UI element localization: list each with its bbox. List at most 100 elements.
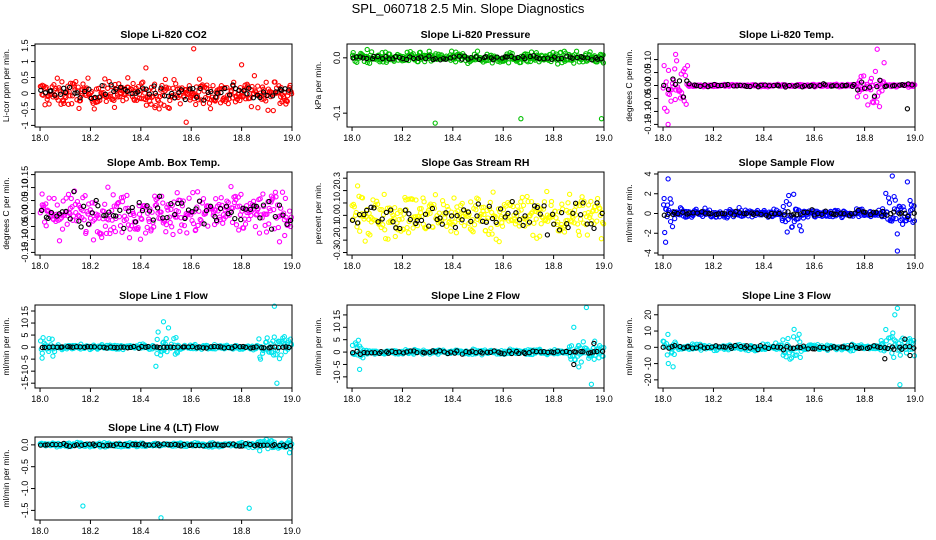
data-point-black [45, 215, 51, 222]
y-axis-label: percent per min. [313, 183, 323, 244]
data-point [881, 60, 887, 66]
data-point [664, 352, 670, 358]
data-point [351, 204, 357, 210]
data-point [174, 190, 180, 196]
data-point [228, 183, 234, 190]
y-tick-label: 0.2 [332, 184, 342, 197]
data-point [173, 81, 179, 87]
outlier-point [576, 364, 582, 370]
chart-main-title: SPL_060718 2.5 Min. Slope Diagnostics [351, 1, 585, 16]
data-point [785, 335, 791, 342]
data-point-black [483, 219, 490, 225]
data-point-black [388, 207, 394, 213]
data-point [59, 226, 66, 232]
data-point-black [264, 92, 270, 99]
data-point [190, 220, 197, 227]
data-point [238, 191, 244, 198]
data-point [85, 75, 91, 81]
data-point [224, 198, 230, 204]
data-point [482, 227, 489, 234]
data-point [123, 205, 129, 212]
data-point-black [102, 91, 109, 97]
data-point [179, 203, 186, 209]
data-point-black [486, 203, 492, 209]
data-point [67, 93, 73, 99]
data-point [577, 202, 583, 209]
outlier-point [364, 46, 370, 53]
data-point [193, 227, 199, 233]
data-point-black [253, 203, 260, 210]
data-point [61, 100, 67, 107]
data-point-black [375, 53, 381, 60]
panel-1: Slope Li-820 CO2 Li-cor ppm per min. 18.0 1… [1, 29, 301, 143]
outlier-point [796, 331, 802, 337]
data-point-black [350, 55, 356, 61]
x-tick-label: 18.6 [182, 261, 200, 271]
outlier-point [143, 65, 149, 71]
data-point-black [375, 219, 381, 225]
panel-8: Slope Line 2 Flow ml/min per min. 18.0 18.2… [313, 290, 613, 404]
data-point-black [715, 82, 721, 89]
data-point [668, 98, 674, 104]
data-point [600, 60, 607, 66]
outlier-point [356, 366, 363, 373]
data-point-black [534, 55, 540, 61]
data-point-black [241, 88, 247, 94]
data-point [167, 219, 173, 226]
data-point-black [577, 212, 584, 218]
x-tick-label: 18.4 [755, 133, 773, 143]
data-point [574, 221, 581, 227]
data-point [509, 50, 515, 57]
data-point-black [86, 86, 92, 92]
data-point [588, 198, 594, 205]
data-point [125, 75, 131, 81]
data-point [240, 225, 247, 231]
data-point-black [851, 81, 857, 88]
x-tick-label: 18.6 [805, 133, 823, 143]
outlier-point [882, 356, 888, 362]
x-tick-label: 18.4 [755, 394, 773, 404]
data-point-black [541, 203, 547, 209]
data-point [53, 218, 59, 225]
outlier-point [165, 325, 172, 331]
data-point [481, 204, 487, 210]
data-point [540, 206, 547, 212]
data-point [874, 99, 880, 105]
data-point-black [67, 216, 73, 222]
data-point-black [158, 85, 164, 91]
data-point-black [126, 208, 132, 214]
data-point [284, 98, 290, 105]
outlier-point [571, 361, 577, 368]
data-point [155, 329, 161, 335]
y-tick-label: 5 [332, 337, 342, 342]
data-point [140, 79, 146, 85]
data-point-black [197, 85, 203, 92]
data-point [427, 210, 433, 216]
outlier-point [791, 326, 797, 333]
data-point [663, 79, 669, 85]
data-point-black [80, 203, 87, 209]
data-point-black [569, 55, 575, 61]
data-point-black [855, 87, 861, 93]
outlier-point [432, 120, 438, 126]
data-point [76, 105, 82, 112]
y-tick-label: -0.05 [20, 216, 30, 237]
y-tick-label: 0.0 [332, 52, 342, 65]
data-point-black [512, 55, 518, 61]
data-point [518, 199, 524, 205]
data-point [263, 98, 269, 104]
x-tick-label: 19.0 [595, 261, 613, 271]
data-point [218, 195, 224, 201]
data-point [505, 60, 512, 66]
data-point-black [244, 91, 250, 97]
y-axis-label: ml/min per min. [624, 317, 634, 375]
outlier-point [665, 121, 671, 128]
data-point [286, 208, 293, 214]
data-point-black [143, 86, 149, 92]
x-tick-label: 18.6 [805, 394, 823, 404]
data-point [863, 93, 869, 100]
data-point-black [89, 210, 95, 216]
data-point [90, 237, 97, 243]
data-point [256, 230, 263, 236]
data-point [500, 207, 507, 213]
